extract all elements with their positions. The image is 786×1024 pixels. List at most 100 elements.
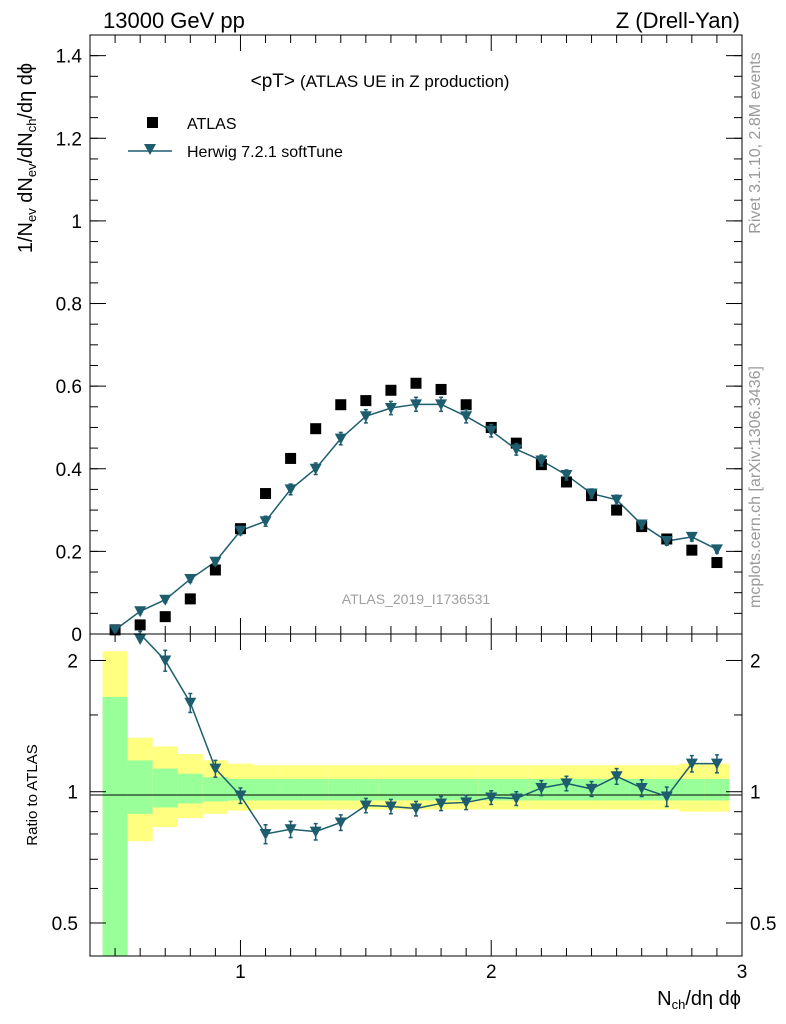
- ratio-markers: [134, 630, 723, 845]
- mc-point: [535, 455, 548, 467]
- ratio-band-inner: [303, 778, 329, 801]
- mc-point: [510, 444, 523, 456]
- ratio-point: [685, 758, 698, 770]
- ratio-band-inner: [152, 768, 178, 808]
- legend-atlas-marker: [147, 117, 158, 128]
- ratio-frame: [89, 633, 743, 957]
- ratio-ticks: 0.5 0.5 1 1 2 2 1 2 3: [52, 634, 776, 983]
- ratio-point: [635, 782, 648, 794]
- mc-point: [134, 606, 147, 618]
- main-ytick-label-7: 1.4: [56, 47, 83, 68]
- main-ytick-label-5: 1: [71, 212, 82, 233]
- main-subtitle: (ATLAS UE in Z production): [300, 72, 509, 91]
- ratio-point: [334, 817, 347, 829]
- ratio-point: [134, 634, 147, 645]
- ratio-band-inner: [353, 778, 379, 801]
- ratio-point: [184, 697, 197, 709]
- legend: ATLAS Herwig 7.2.1 softTune: [128, 116, 343, 161]
- mc-point: [410, 399, 422, 411]
- xtick-label-2: 3: [737, 962, 748, 983]
- xtick-label-1: 2: [486, 962, 497, 983]
- main-ytick-label-1: 0.2: [56, 542, 82, 563]
- mc-point: [460, 411, 473, 423]
- main-markers: [109, 377, 723, 636]
- mc-point: [184, 574, 197, 586]
- atlas-point: [134, 619, 146, 631]
- ratio-point: [284, 824, 297, 836]
- atlas-point: [435, 383, 447, 395]
- ratio-band-inner: [177, 773, 203, 804]
- ratio-band-inner: [378, 778, 404, 801]
- mc-point: [585, 488, 598, 500]
- atlas-point: [711, 557, 723, 569]
- legend-mc-marker: [144, 144, 156, 155]
- ratio-point: [460, 797, 473, 809]
- atlas-point: [385, 384, 397, 396]
- atlas-point: [611, 504, 623, 516]
- ratio-point: [535, 782, 548, 794]
- legend-atlas-label: ATLAS: [187, 116, 237, 133]
- atlas-point: [159, 611, 171, 623]
- ratio-band-inner: [127, 760, 153, 814]
- main-ytick-label-2: 0.4: [56, 460, 83, 481]
- mcplots-label: mcplots.cern.ch [arXiv:1306.3436]: [747, 366, 764, 608]
- ratio-ytick-label-right-2: 2: [750, 651, 761, 672]
- atlas-point: [285, 452, 297, 464]
- main-ticks: 0 0.2 0.4 0.6 0.8 1 1.2 1.4: [56, 35, 742, 646]
- main-ytick-label-3: 0.6: [56, 377, 82, 398]
- ratio-ytick-label-left-2: 2: [67, 651, 78, 672]
- mc-point: [334, 433, 347, 445]
- mc-point: [359, 411, 372, 423]
- atlas-point: [686, 544, 698, 556]
- ratio-ytick-label-left-1: 1: [67, 783, 78, 804]
- ratio-point: [384, 801, 397, 813]
- ratio-point: [435, 798, 448, 810]
- ratio-point: [660, 791, 673, 803]
- ratio-band-inner: [328, 778, 354, 801]
- ratio-point: [259, 828, 272, 840]
- main-title: <pT>: [251, 71, 295, 92]
- atlas-point: [209, 564, 221, 576]
- mc-point: [660, 536, 673, 548]
- atlas-point: [360, 395, 372, 407]
- ratio-point: [610, 771, 623, 783]
- process-label: Z (Drell-Yan): [616, 8, 740, 33]
- ratio-ytick-label-right-1: 1: [750, 783, 761, 804]
- mc-point: [710, 544, 723, 556]
- atlas-point: [410, 377, 422, 389]
- mc-point: [109, 624, 122, 636]
- ratio-ytick-label-left-0: 0.5: [52, 914, 78, 935]
- mc-point: [259, 516, 272, 528]
- atlas-point: [335, 399, 347, 411]
- ratio-point: [410, 803, 422, 815]
- energy-label: 13000 GeV pp: [103, 8, 245, 33]
- ratio-point: [585, 783, 598, 795]
- ratio-ylabel: Ratio to ATLAS: [24, 744, 41, 845]
- ratio-point: [510, 793, 523, 805]
- ratio-point: [710, 758, 723, 770]
- ratio-band-inner: [679, 778, 705, 801]
- ratio-band-inner: [704, 778, 730, 801]
- x-axis-label: Nch/dη dϕ: [657, 988, 741, 1012]
- ratio-band-inner: [202, 777, 228, 802]
- atlas-point: [560, 476, 572, 488]
- main-ytick-label-0: 0: [71, 625, 82, 646]
- ratio-band-inner: [253, 778, 279, 801]
- ratio-point: [485, 792, 498, 804]
- ratio-point: [359, 800, 372, 812]
- ratio-panel: 0.5 0.5 1 1 2 2 1 2 3 Ratio to ATLAS: [24, 630, 776, 983]
- main-panel: 0 0.2 0.4 0.6 0.8 1 1.2 1.4 <pT> (ATLAS UE in Z…: [15, 34, 743, 646]
- main-ylabel: 1/Nev dNev/dNch/dη dϕ: [15, 63, 39, 253]
- ratio-point: [560, 778, 573, 790]
- mc-point: [159, 594, 172, 606]
- ratio-point: [159, 655, 172, 667]
- watermark: ATLAS_2019_I1736531: [342, 591, 491, 607]
- ratio-ytick-label-right-0: 0.5: [750, 914, 776, 935]
- ratio-point: [234, 790, 247, 802]
- main-ytick-label-4: 0.8: [56, 295, 82, 316]
- xtick-label-0: 1: [235, 962, 246, 983]
- ratio-point: [309, 826, 322, 838]
- main-ytick-label-6: 1.2: [56, 129, 82, 150]
- legend-mc-label: Herwig 7.2.1 softTune: [187, 144, 343, 161]
